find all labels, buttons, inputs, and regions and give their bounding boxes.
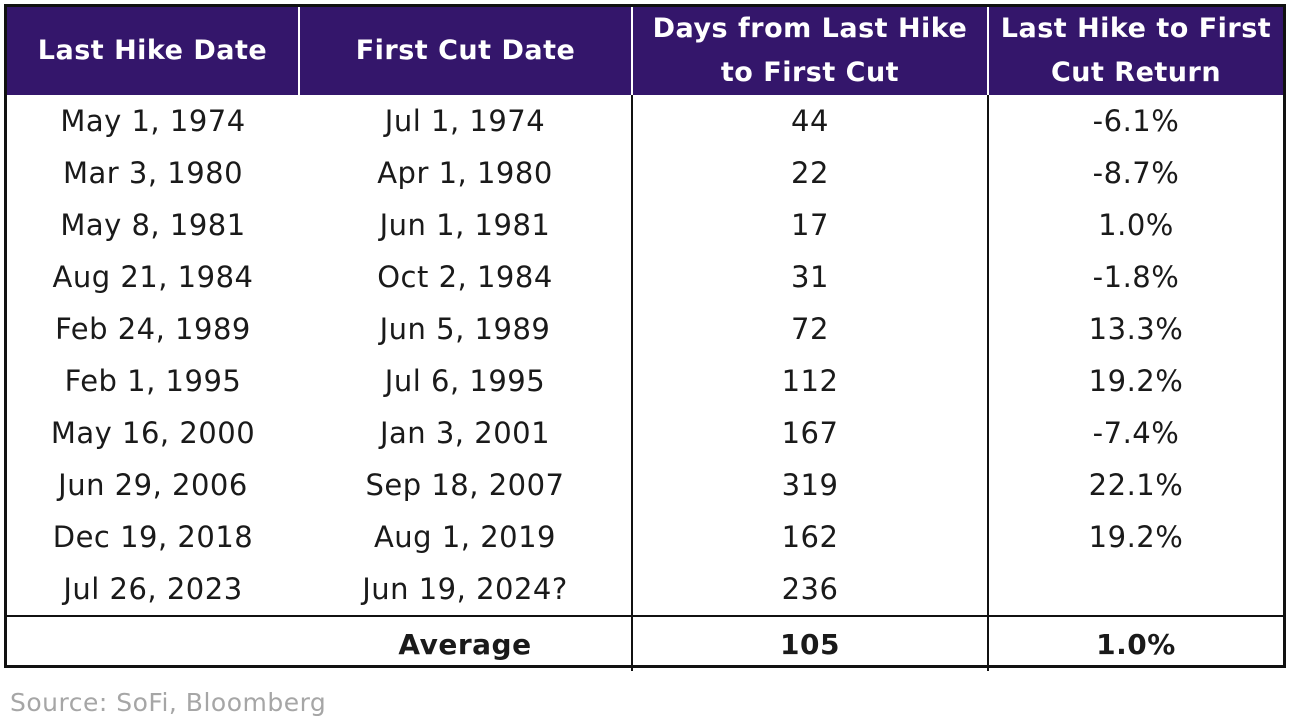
first-cut-date-cell: Jan 3, 2001 <box>379 416 551 450</box>
table-row: Aug 21, 1984 Oct 2, 1984 31 -1.8% <box>7 251 1283 303</box>
average-days: 105 <box>631 615 988 671</box>
table-row: May 16, 2000 Jan 3, 2001 167 -7.4% <box>7 407 1283 459</box>
last-hike-date-cell: May 8, 1981 <box>60 208 246 242</box>
first-cut-date-cell: Sep 18, 2007 <box>365 468 565 502</box>
table-row: Feb 1, 1995 Jul 6, 1995 112 19.2% <box>7 355 1283 407</box>
days-cell: 167 <box>631 407 988 459</box>
last-hike-date-cell: May 16, 2000 <box>50 416 256 450</box>
last-hike-date-cell: Jun 29, 2006 <box>58 468 248 502</box>
average-empty-cell <box>7 615 299 671</box>
days-cell: 112 <box>631 355 988 407</box>
table-row: May 1, 1974 Jul 1, 1974 44 -6.1% <box>7 95 1283 147</box>
header-row: Last Hike Date First Cut Date Days from … <box>7 7 1283 95</box>
days-cell: 236 <box>631 563 988 616</box>
days-cell: 31 <box>631 251 988 303</box>
last-hike-date-cell: May 1, 1974 <box>60 104 246 138</box>
header-last-hike-date: Last Hike Date <box>7 7 300 95</box>
last-hike-date-cell: Mar 3, 1980 <box>62 156 244 190</box>
first-cut-date-cell: Jul 6, 1995 <box>384 364 546 398</box>
days-cell: 22 <box>631 147 988 199</box>
last-hike-date-cell: Dec 19, 2018 <box>52 520 254 554</box>
return-cell <box>987 563 1283 616</box>
table-header: Last Hike Date First Cut Date Days from … <box>7 7 1283 95</box>
days-cell: 72 <box>631 303 988 355</box>
average-row: Average 105 1.0% <box>7 615 1283 671</box>
last-hike-date-cell: Jul 26, 2023 <box>63 572 243 606</box>
rate-cycle-table: Last Hike Date First Cut Date Days from … <box>4 4 1286 671</box>
table-row: Feb 24, 1989 Jun 5, 1989 72 13.3% <box>7 303 1283 355</box>
first-cut-date-cell: Jun 5, 1989 <box>379 312 551 346</box>
last-hike-date-cell: Feb 1, 1995 <box>64 364 242 398</box>
return-cell: 13.3% <box>987 303 1283 355</box>
table-row: Jun 29, 2006 Sep 18, 2007 319 22.1% <box>7 459 1283 511</box>
header-return: Last Hike to First Cut Return <box>988 7 1283 95</box>
source-note: Source: SoFi, Bloomberg <box>10 688 327 717</box>
return-cell: 19.2% <box>987 511 1283 563</box>
table-body: May 1, 1974 Jul 1, 1974 44 -6.1% Mar 3, 1980… <box>7 95 1283 616</box>
return-cell: 19.2% <box>987 355 1283 407</box>
first-cut-date-cell: Aug 1, 2019 <box>373 520 557 554</box>
first-cut-date-cell: Apr 1, 1980 <box>377 156 553 190</box>
data-table: Last Hike Date First Cut Date Days from … <box>7 7 1283 671</box>
table-row: Jul 26, 2023 Jun 19, 2024? 236 <box>7 563 1283 616</box>
return-cell: 1.0% <box>987 199 1283 251</box>
average-return: 1.0% <box>987 615 1283 671</box>
days-cell: 44 <box>631 95 988 147</box>
days-cell: 162 <box>631 511 988 563</box>
last-hike-date-cell: Aug 21, 1984 <box>52 260 254 294</box>
average-label: Average <box>299 615 632 671</box>
header-first-cut-date: First Cut Date <box>299 7 633 95</box>
days-cell: 319 <box>631 459 988 511</box>
first-cut-date-cell: Jul 1, 1974 <box>384 104 546 138</box>
header-days-to-first-cut: Days from Last Hike to First Cut <box>632 7 989 95</box>
table-footer: Average 105 1.0% <box>7 615 1283 671</box>
days-cell: 17 <box>631 199 988 251</box>
return-cell: -1.8% <box>987 251 1283 303</box>
first-cut-date-cell: Oct 2, 1984 <box>377 260 553 294</box>
first-cut-date-cell: Jun 1, 1981 <box>379 208 551 242</box>
last-hike-date-cell: Feb 24, 1989 <box>55 312 251 346</box>
table-row: Mar 3, 1980 Apr 1, 1980 22 -8.7% <box>7 147 1283 199</box>
return-cell: -6.1% <box>987 95 1283 147</box>
first-cut-date-cell: Jun 19, 2024? <box>362 572 568 606</box>
return-cell: -8.7% <box>987 147 1283 199</box>
table-row: May 8, 1981 Jun 1, 1981 17 1.0% <box>7 199 1283 251</box>
return-cell: -7.4% <box>987 407 1283 459</box>
return-cell: 22.1% <box>987 459 1283 511</box>
table-row: Dec 19, 2018 Aug 1, 2019 162 19.2% <box>7 511 1283 563</box>
